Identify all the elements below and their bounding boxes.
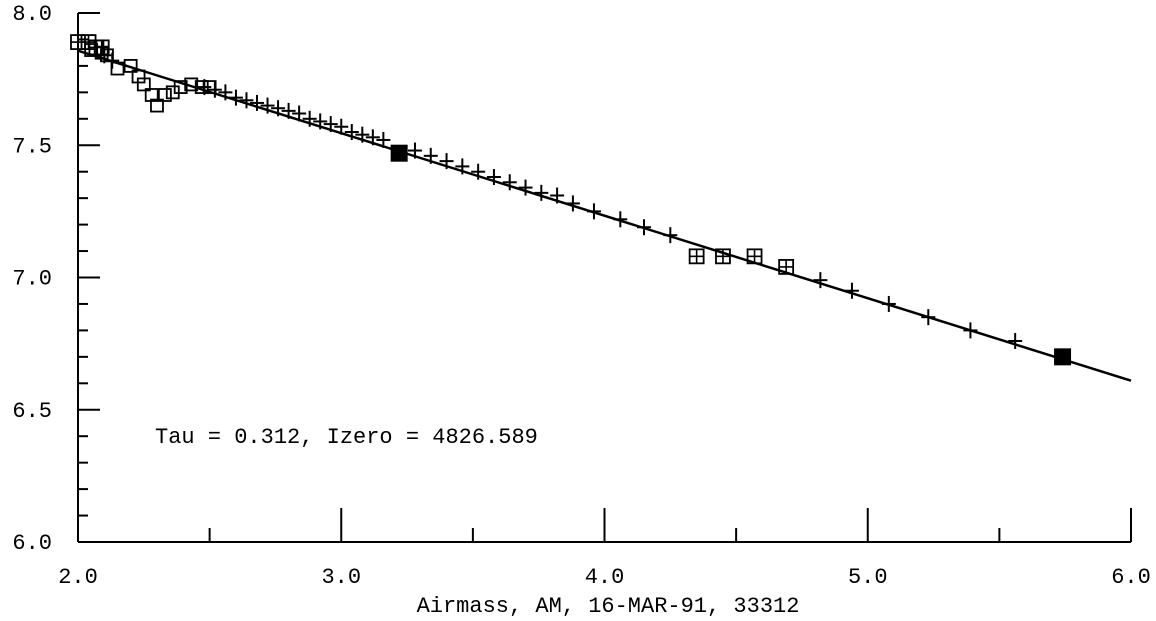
- plus-point: [281, 102, 296, 119]
- x-tick-label: 4.0: [585, 565, 625, 590]
- plus-point: [260, 97, 275, 114]
- boxed-plus-point: [688, 248, 705, 265]
- y-tick-label: 6.0: [12, 531, 52, 556]
- plus-point: [636, 219, 651, 236]
- plus-point: [292, 105, 307, 122]
- plus-point: [423, 147, 438, 164]
- filled-square-point: [1054, 348, 1072, 366]
- open-square-point: [100, 48, 114, 63]
- filled-square-point: [390, 144, 408, 162]
- plus-point: [344, 124, 359, 141]
- data-points: [70, 34, 1072, 366]
- open-square-point: [123, 59, 138, 73]
- x-tick-label: 5.0: [848, 565, 888, 590]
- plus-point: [550, 187, 565, 204]
- plus-point: [486, 168, 501, 185]
- open-square-point: [184, 77, 199, 92]
- plus-point: [439, 153, 454, 170]
- plus-point: [365, 129, 380, 146]
- plus-point: [663, 227, 678, 244]
- boxed-plus-point: [93, 39, 110, 56]
- plus-point: [302, 110, 317, 127]
- plus-point: [376, 131, 391, 148]
- plus-point: [471, 163, 486, 180]
- open-square-point: [150, 98, 164, 113]
- plus-point: [323, 116, 338, 133]
- plus-point: [613, 211, 628, 228]
- plus-point: [1008, 332, 1023, 349]
- fit-annotation: Tau = 0.312, Izero = 4826.589: [155, 425, 538, 450]
- plus-point: [813, 272, 828, 289]
- plus-point: [355, 126, 370, 143]
- open-square-point: [110, 61, 125, 76]
- plus-point: [502, 174, 517, 191]
- plus-point: [271, 100, 286, 117]
- open-square-point: [194, 80, 209, 94]
- x-axis-title: Airmass, AM, 16-MAR-91, 33312: [417, 594, 800, 619]
- plus-point: [334, 118, 349, 135]
- fit-line-group: [77, 49, 1132, 382]
- plus-point: [313, 113, 328, 130]
- y-tick-label: 7.0: [12, 267, 52, 292]
- open-square-point: [136, 77, 151, 92]
- plus-point: [218, 84, 233, 101]
- plus-point: [228, 89, 243, 106]
- fit-line: [77, 49, 1132, 382]
- plus-point: [881, 295, 896, 312]
- plus-point: [407, 142, 422, 159]
- plus-point: [534, 184, 549, 201]
- y-tick-label: 7.5: [12, 134, 52, 159]
- plus-point: [586, 203, 601, 220]
- axes: 8.07.57.06.56.02.0 3.0 4.0 5.0 6.0: [12, 2, 1150, 590]
- plus-point: [455, 158, 470, 175]
- plus-point: [963, 322, 978, 339]
- x-tick-label: 2.0: [58, 565, 98, 590]
- boxed-plus-point: [746, 248, 763, 265]
- plus-point: [239, 92, 254, 109]
- y-tick-label: 6.5: [12, 399, 52, 424]
- plus-point: [921, 309, 936, 326]
- open-square-point: [173, 80, 188, 94]
- open-square-point: [202, 80, 217, 94]
- open-square-point: [157, 88, 172, 102]
- plus-point: [844, 282, 859, 299]
- boxed-plus-point: [778, 259, 795, 275]
- x-tick-label: 3.0: [321, 565, 361, 590]
- plus-point: [565, 195, 580, 212]
- y-tick-label: 8.0: [12, 2, 52, 27]
- plus-point: [250, 94, 265, 111]
- boxed-plus-point: [715, 248, 731, 265]
- x-tick-label: 6.0: [1111, 565, 1151, 590]
- plus-point: [518, 179, 533, 196]
